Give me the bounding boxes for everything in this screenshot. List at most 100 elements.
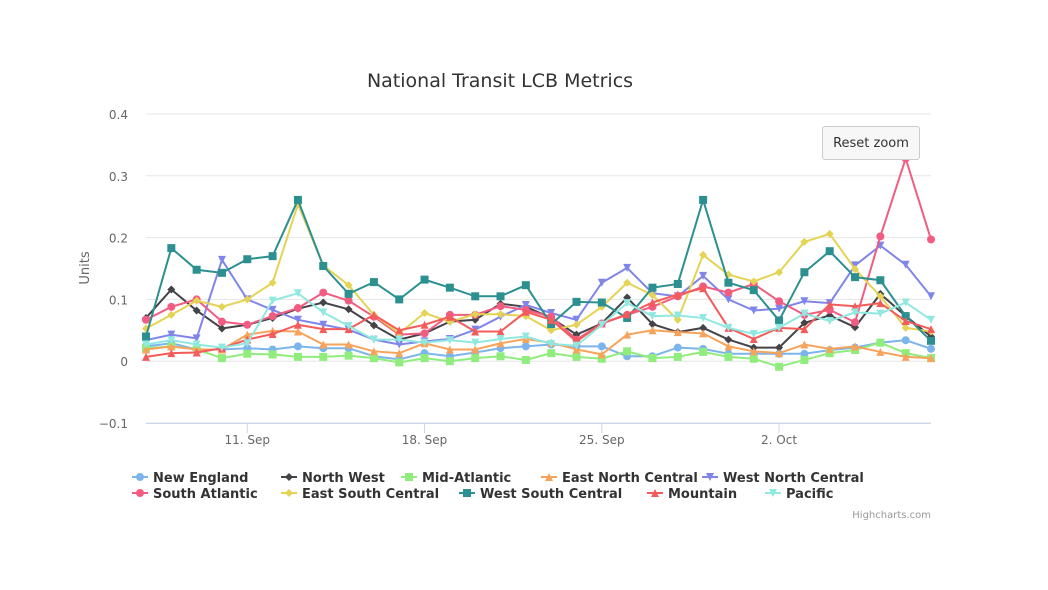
data-point-north-west [217, 324, 226, 333]
data-point-east-north-central [496, 339, 505, 348]
legend-item[interactable]: Mountain [668, 487, 737, 502]
data-point-east-south-central [876, 292, 885, 301]
data-point-pacific [420, 338, 429, 347]
data-point-east-north-central [901, 352, 910, 361]
data-point-west-north-central [800, 297, 809, 306]
y-tick-label: −0.1 [99, 417, 128, 431]
credits-link[interactable]: Highcharts.com [852, 510, 931, 521]
data-point-east-south-central [901, 323, 910, 332]
legend-marker-icon [285, 473, 293, 481]
data-point-east-north-central [445, 345, 454, 354]
data-point-pacific [800, 309, 809, 318]
data-point-west-north-central [623, 263, 632, 272]
legend-item[interactable]: West North Central [723, 471, 864, 486]
data-point-new-england [597, 342, 606, 351]
data-point-west-north-central [597, 278, 606, 287]
series-line-south-atlantic [145, 155, 932, 341]
data-point-mid-atlantic [445, 357, 454, 366]
data-point-south-atlantic [243, 320, 252, 329]
data-point-south-atlantic [775, 297, 784, 306]
data-point-mid-atlantic [243, 349, 252, 358]
data-point-north-west [167, 285, 176, 294]
data-point-west-south-central [344, 289, 353, 298]
data-point-east-north-central [319, 340, 328, 349]
data-point-west-north-central [192, 334, 201, 343]
data-point-east-north-central [167, 342, 176, 351]
chart-title: National Transit LCB Metrics [367, 70, 633, 92]
data-point-west-south-central [749, 286, 758, 295]
data-point-east-north-central [471, 345, 480, 354]
data-point-pacific [547, 339, 556, 348]
data-point-mountain [623, 310, 632, 319]
data-point-west-south-central [775, 316, 784, 325]
y-tick-label: 0.2 [109, 232, 128, 246]
data-point-pacific [445, 336, 454, 345]
data-point-new-england [800, 349, 809, 358]
data-point-mid-atlantic [293, 352, 302, 361]
data-point-mid-atlantic [572, 352, 581, 361]
legend-item[interactable]: North West [302, 471, 385, 486]
data-point-west-south-central [724, 278, 733, 287]
data-point-mountain [319, 325, 328, 334]
data-point-pacific [142, 340, 150, 349]
legend-marker-icon [769, 489, 777, 497]
data-point-mid-atlantic [471, 354, 480, 363]
data-point-pacific [927, 315, 935, 324]
data-point-east-north-central [724, 342, 733, 351]
reset-zoom-button[interactable]: Reset zoom [822, 126, 920, 160]
data-point-mountain [927, 325, 935, 334]
data-point-east-north-central [369, 347, 378, 356]
data-point-pacific [217, 343, 226, 352]
data-point-mid-atlantic [344, 351, 353, 360]
legend-marker-icon [136, 489, 144, 497]
legend-item[interactable]: East South Central [302, 487, 439, 502]
y-tick-label: 0.3 [109, 170, 128, 184]
data-point-east-north-central [395, 349, 404, 358]
data-point-south-atlantic [142, 315, 150, 324]
data-point-west-south-central [293, 195, 302, 204]
legend-marker-icon [136, 473, 144, 481]
data-point-south-atlantic [344, 296, 353, 305]
data-point-east-north-central [775, 349, 784, 358]
data-point-pacific [851, 308, 860, 317]
legend-item[interactable]: South Atlantic [153, 487, 258, 502]
data-point-mountain [395, 326, 404, 335]
data-point-pacific [901, 298, 910, 307]
data-point-south-atlantic [167, 302, 176, 311]
data-point-east-south-central [344, 281, 353, 290]
data-point-mid-atlantic [648, 354, 657, 363]
data-point-mountain [699, 284, 708, 293]
data-point-mountain [293, 320, 302, 329]
data-point-west-south-central [445, 283, 454, 292]
data-point-new-england [521, 342, 530, 351]
data-point-west-south-central [471, 292, 480, 301]
series-line-west-south-central [145, 196, 932, 342]
data-point-mountain [851, 302, 860, 311]
x-tick-label: 18. Sep [402, 433, 448, 447]
series-line-pacific [145, 292, 932, 349]
data-point-pacific [521, 332, 530, 341]
legend-item[interactable]: East North Central [562, 471, 698, 486]
data-point-west-north-central [901, 260, 910, 269]
data-point-mid-atlantic [268, 350, 277, 359]
data-point-east-south-central [775, 268, 784, 277]
data-point-mountain [420, 320, 429, 329]
data-point-west-south-central [167, 244, 176, 253]
data-point-east-north-central [800, 340, 809, 349]
data-point-west-north-central [293, 315, 302, 324]
legend-item[interactable]: Mid-Atlantic [422, 471, 511, 486]
data-point-pacific [876, 309, 885, 318]
data-point-east-north-central [851, 342, 860, 351]
legend-marker-icon [545, 473, 553, 481]
data-point-pacific [344, 321, 353, 330]
data-point-west-south-central [395, 295, 404, 304]
legend-item[interactable]: Pacific [786, 487, 833, 502]
legend-item[interactable]: West South Central [480, 487, 622, 502]
data-point-pacific [319, 308, 328, 317]
data-point-pacific [167, 336, 176, 345]
data-point-pacific [572, 341, 581, 350]
y-tick-label: 0.4 [109, 108, 128, 122]
legend-item[interactable]: New England [153, 471, 248, 486]
data-point-east-north-central [699, 329, 708, 338]
